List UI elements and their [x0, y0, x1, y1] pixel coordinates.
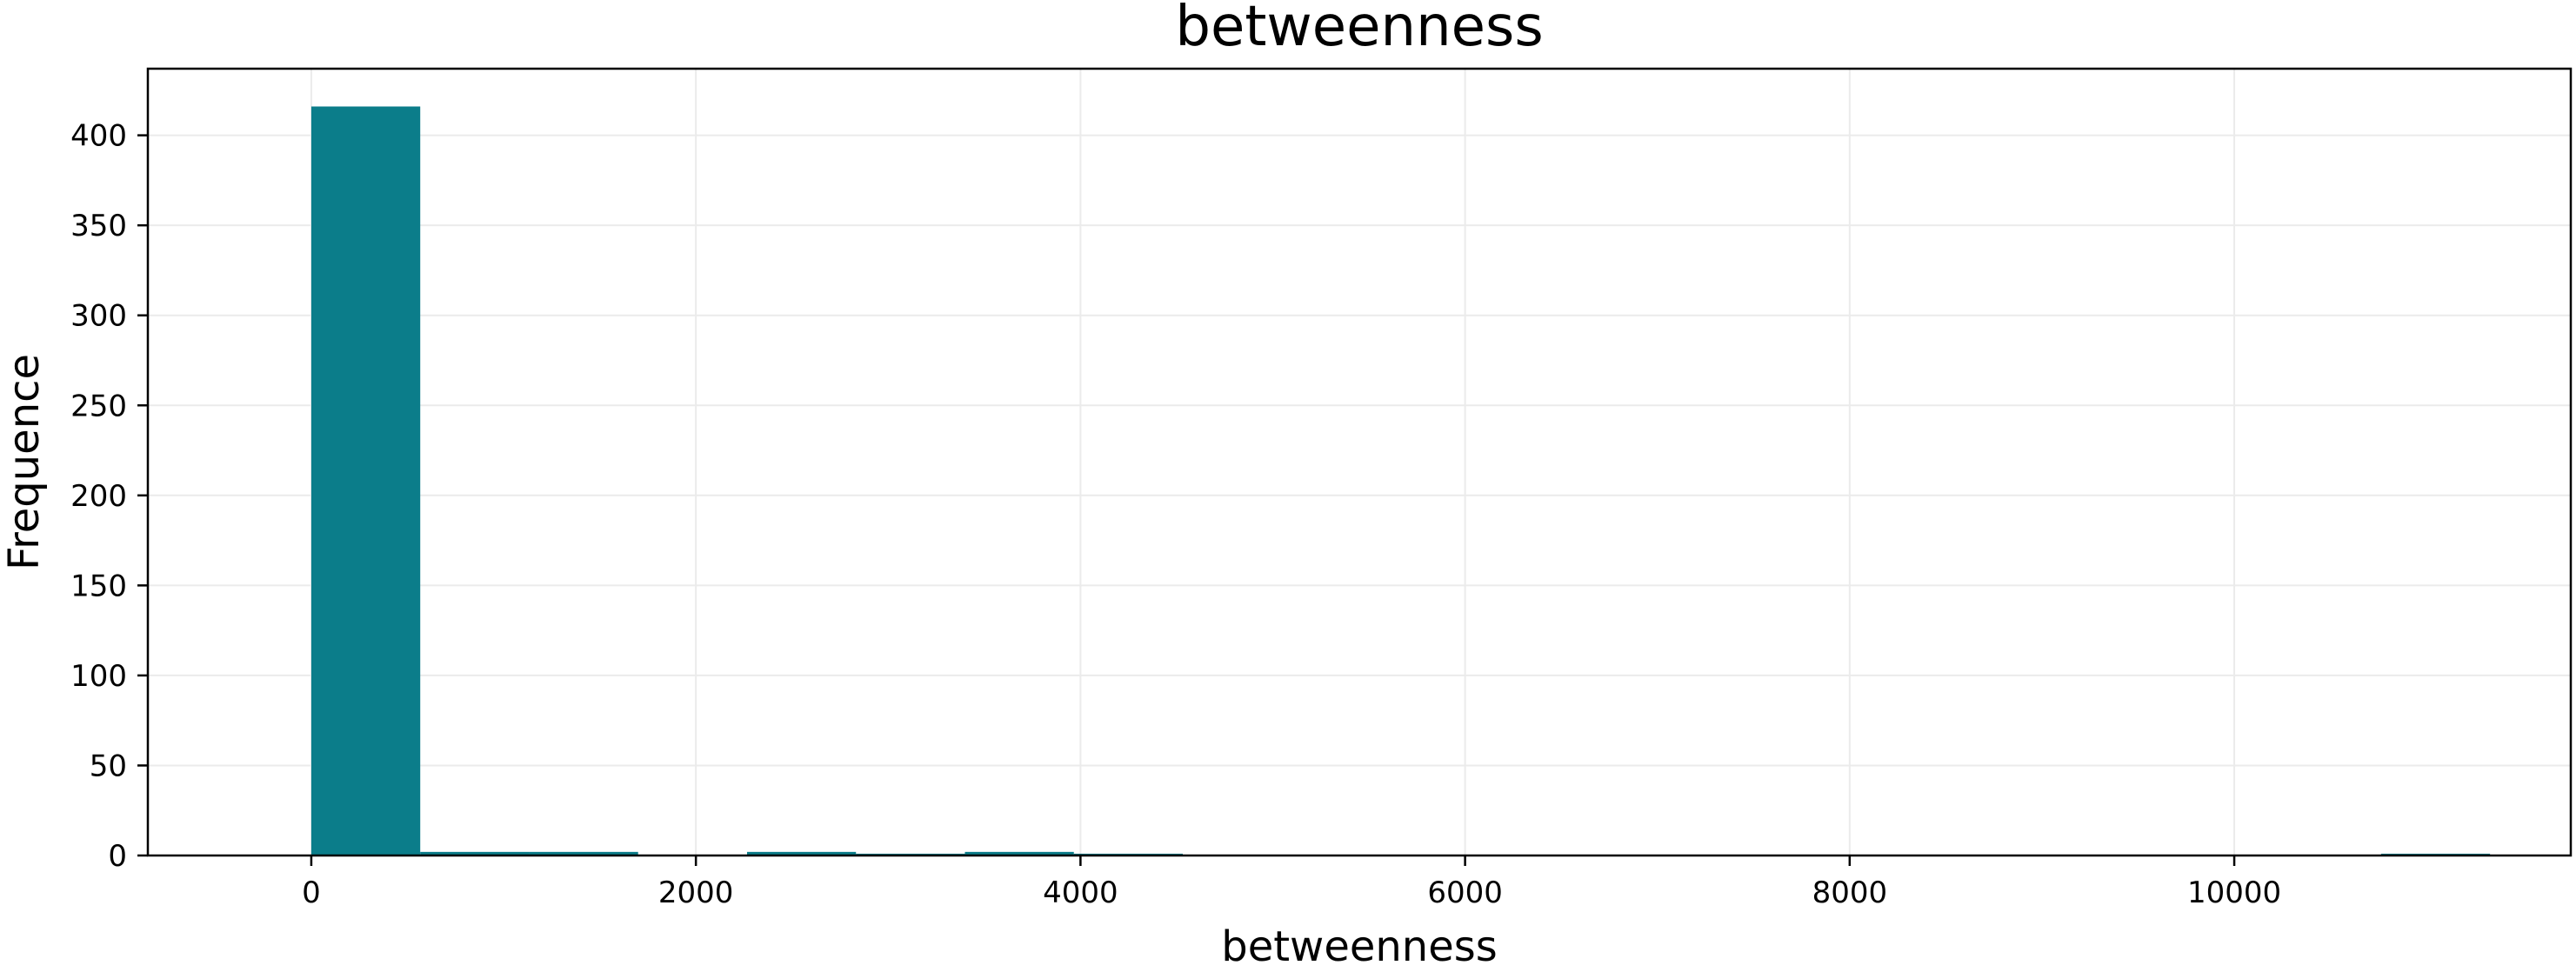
y-tick-label: 250: [70, 389, 127, 423]
histogram-bar: [310, 106, 421, 856]
histogram-bar: [964, 851, 1074, 855]
y-tick-label: 350: [70, 209, 127, 243]
y-tick-label: 50: [90, 749, 127, 783]
histogram-bar: [529, 851, 638, 855]
y-tick-label: 400: [70, 119, 127, 154]
y-tick-label: 150: [70, 569, 127, 603]
x-tick-label: 10000: [2187, 875, 2281, 910]
x-tick-label: 6000: [1427, 875, 1503, 910]
y-tick-label: 0: [108, 839, 127, 874]
histogram-bar: [420, 851, 530, 855]
y-axis-label: Frequence: [0, 354, 49, 570]
x-tick-label: 0: [302, 875, 321, 910]
chart-title: betweenness: [1175, 0, 1543, 59]
histogram-bar: [746, 851, 857, 855]
x-tick-label: 2000: [658, 875, 734, 910]
y-tick-label: 200: [70, 479, 127, 514]
grid-lines: [148, 69, 2571, 856]
x-tick-label: 4000: [1043, 875, 1118, 910]
y-tick-label: 300: [70, 299, 127, 334]
x-tick-label: 8000: [1812, 875, 1888, 910]
y-tick-label: 100: [70, 659, 127, 694]
x-axis-label: betweenness: [1221, 922, 1498, 971]
histogram-bars: [310, 106, 2491, 856]
plot-frame: [146, 67, 2573, 857]
axis-ticks: 0 2000 4000 6000 8000 10000 0 50 100 150 200 250 300…: [70, 119, 2281, 910]
